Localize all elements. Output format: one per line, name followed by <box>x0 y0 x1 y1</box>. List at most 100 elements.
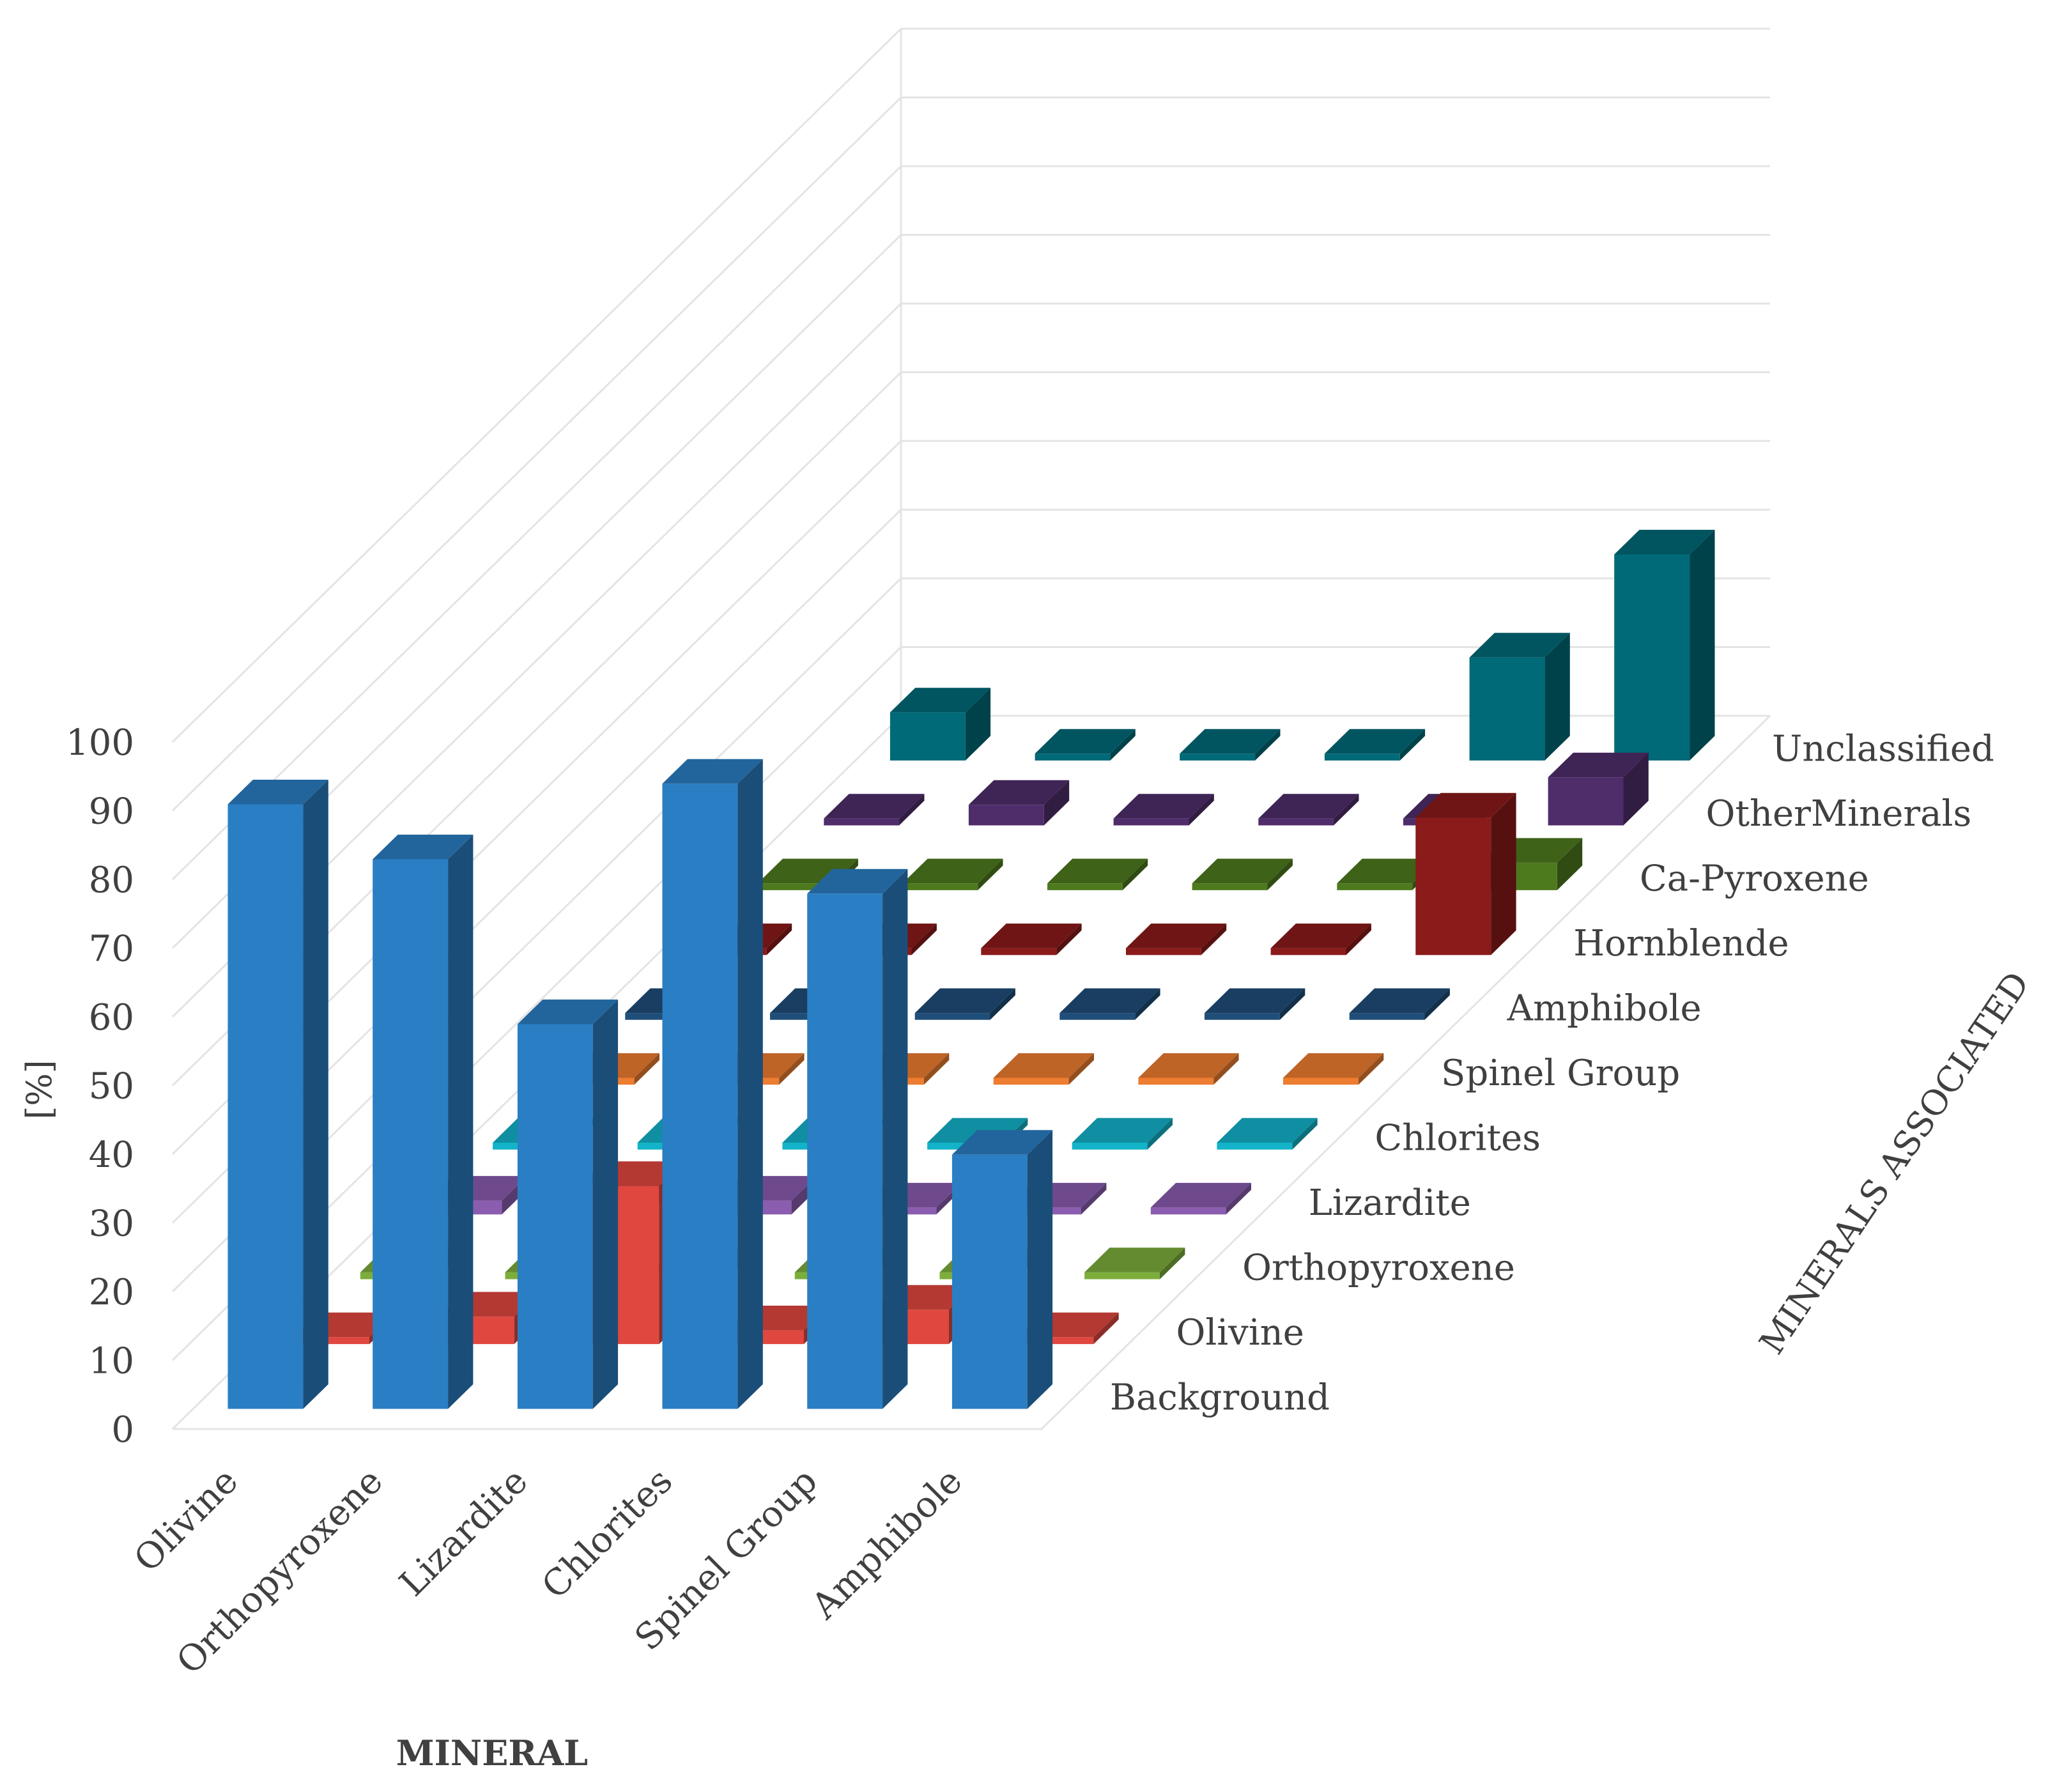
bar-side <box>899 794 925 826</box>
bar-front <box>1192 883 1268 890</box>
bar <box>993 1053 1094 1085</box>
bar-side <box>1279 988 1305 1020</box>
bar-side <box>1147 1118 1173 1150</box>
bar <box>1217 1118 1318 1150</box>
bar-top <box>227 780 328 805</box>
y-axis-title: [%] <box>19 1060 59 1119</box>
bar <box>914 988 1015 1020</box>
bar-top <box>890 688 991 713</box>
y-tick-label: 40 <box>89 1134 134 1176</box>
bar <box>662 759 763 1409</box>
bar <box>1258 794 1359 826</box>
bar-top <box>1415 792 1516 818</box>
bar-front <box>373 859 449 1409</box>
floor-edge <box>173 714 1771 1430</box>
bar <box>227 780 328 1409</box>
bar-side <box>1068 1053 1094 1085</box>
bar-top <box>1614 530 1715 555</box>
y-tick-label: 0 <box>111 1409 134 1451</box>
series-label: Background <box>1110 1377 1330 1418</box>
bar-front <box>1138 1078 1214 1085</box>
x-tick-label: Olivine <box>127 1460 247 1580</box>
bar <box>1192 858 1293 890</box>
bar-top <box>824 794 925 819</box>
bar <box>1205 988 1305 1020</box>
bar-top <box>1349 988 1450 1014</box>
bar <box>807 869 908 1409</box>
bar-front <box>951 1154 1028 1409</box>
bar-front <box>1059 1013 1136 1020</box>
bar-top <box>373 835 474 860</box>
x-tick-label: Amphibole <box>803 1460 971 1628</box>
series-label: Lizardite <box>1309 1182 1471 1224</box>
bar <box>1469 633 1570 761</box>
bar <box>968 780 1070 826</box>
bar-top <box>968 780 1070 805</box>
bar-top <box>1138 1053 1239 1078</box>
series-label: Orthopyroxene <box>1242 1247 1515 1288</box>
bar-side <box>634 1053 659 1085</box>
bar-side <box>1135 988 1160 1020</box>
y-tick-label: 30 <box>89 1203 134 1245</box>
bar-top <box>993 1053 1094 1078</box>
bar-top <box>1084 1247 1185 1272</box>
bar-front <box>1258 818 1334 826</box>
bar-top <box>914 988 1015 1014</box>
chart-bars <box>227 530 1715 1409</box>
bar-front <box>824 818 900 826</box>
bar <box>1349 988 1450 1020</box>
bar-side <box>779 1053 805 1085</box>
bar-side <box>1122 858 1148 890</box>
bar <box>1047 858 1148 890</box>
bar <box>517 1000 619 1409</box>
bar-top <box>981 923 1082 948</box>
x-tick-label: Chlorites <box>534 1460 681 1607</box>
bar-front <box>1180 753 1256 761</box>
bar <box>1084 1247 1185 1279</box>
bar-front <box>1217 1143 1293 1150</box>
bar <box>1150 1182 1251 1215</box>
y-tick-label: 20 <box>89 1272 134 1313</box>
bar-side <box>990 988 1015 1020</box>
bar-side <box>1292 1118 1318 1150</box>
bar-top <box>1113 794 1214 819</box>
bar-front <box>1072 1143 1148 1150</box>
bar-top <box>1258 794 1359 819</box>
bar-side <box>965 688 991 761</box>
bar <box>1270 923 1371 955</box>
bar-top <box>1205 988 1305 1014</box>
bar-front <box>1337 883 1413 890</box>
bar-top <box>1283 1053 1384 1078</box>
series-label: Olivine <box>1176 1312 1304 1354</box>
bar-top <box>1059 988 1160 1014</box>
bar-front <box>1349 1013 1425 1020</box>
y-tick-label: 100 <box>66 722 134 764</box>
bar-side <box>1226 1182 1251 1215</box>
bar <box>1283 1053 1384 1085</box>
bar-side <box>1201 923 1227 955</box>
bar-front <box>517 1024 593 1409</box>
bar <box>1614 530 1715 761</box>
bar-top <box>1150 1182 1251 1208</box>
bar-top <box>517 1000 619 1024</box>
bar-top <box>1217 1118 1318 1143</box>
bar-front <box>1415 817 1491 955</box>
bar-side <box>592 1000 619 1409</box>
bar-top <box>951 1130 1053 1155</box>
bar-front <box>1047 883 1123 890</box>
bar-side <box>1267 858 1293 890</box>
bar-side <box>1213 1053 1239 1085</box>
bar-front <box>1113 818 1189 826</box>
bar-side <box>1346 923 1371 955</box>
bar-top <box>807 869 908 894</box>
bar-side <box>448 835 474 1409</box>
bar-side <box>1399 729 1426 761</box>
bar-front <box>1614 554 1690 761</box>
bar-side <box>911 923 937 955</box>
bar <box>1324 729 1426 761</box>
bar-side <box>1056 923 1082 955</box>
bar <box>373 835 474 1409</box>
bar-side <box>1491 792 1516 955</box>
bar-front <box>662 784 738 1409</box>
